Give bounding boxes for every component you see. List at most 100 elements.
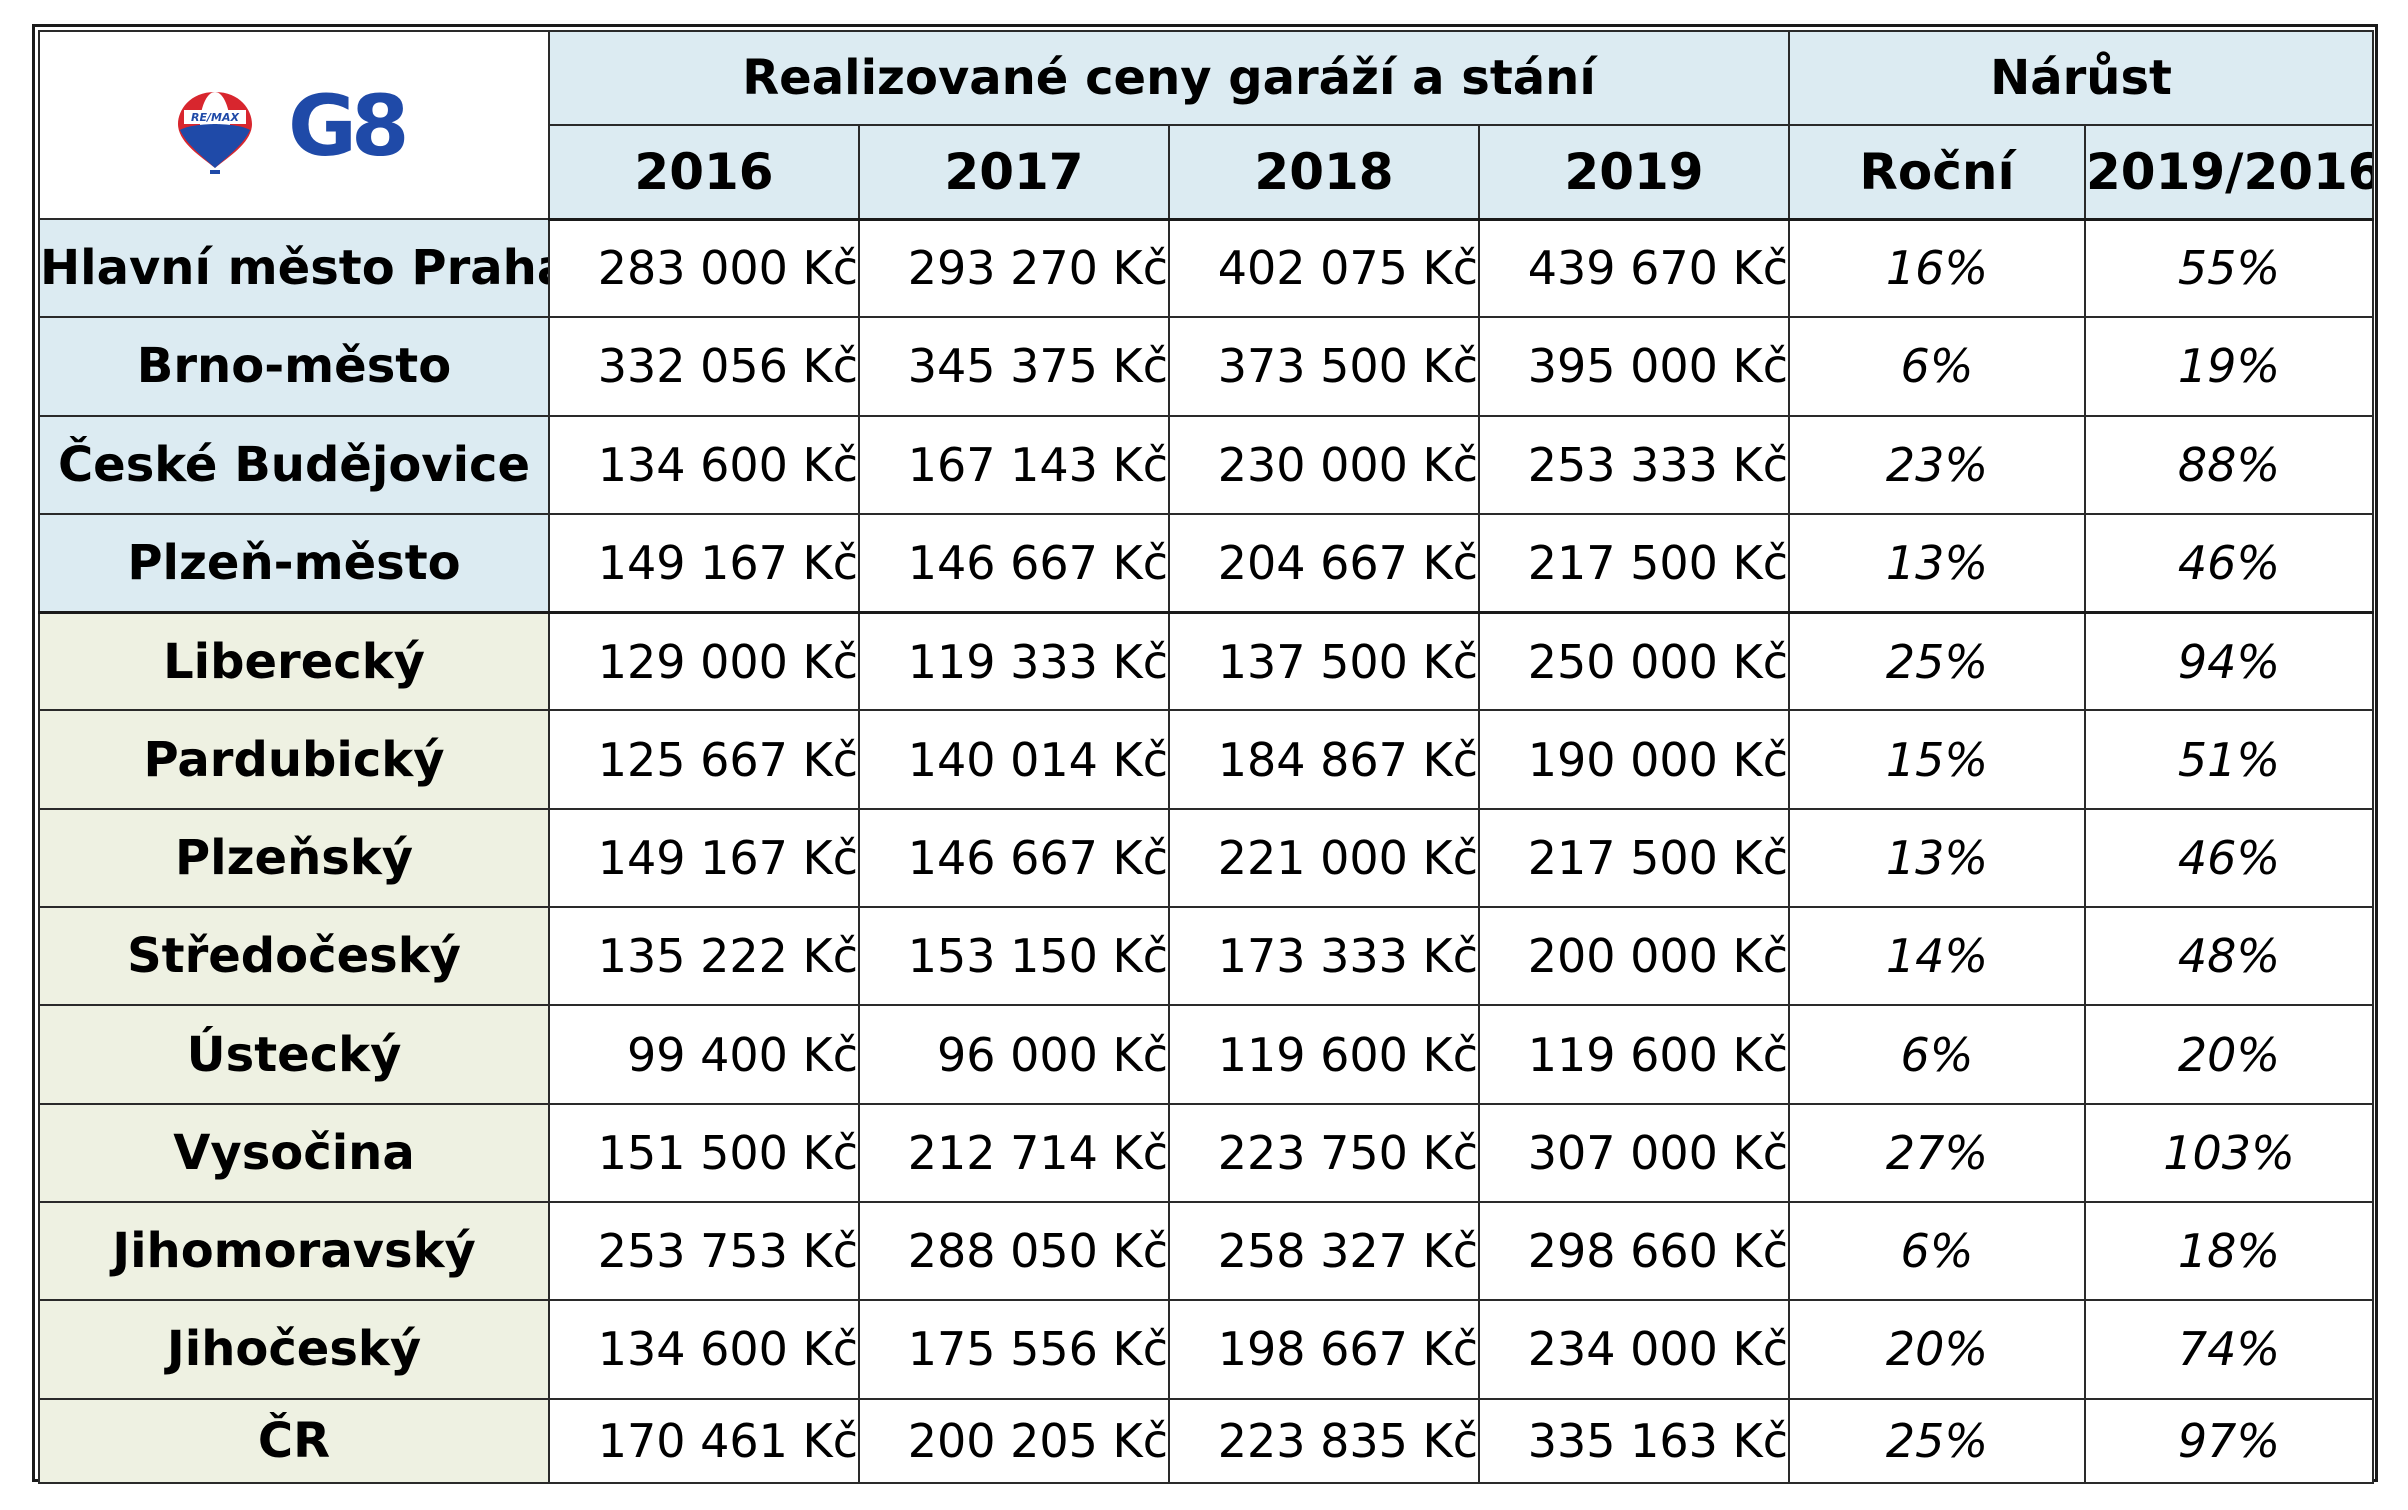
growth-total-cell: 20% [2084,1004,2375,1105]
table-row: Brno-město 332 056 Kč 345 375 Kč 373 500 Kč… [38,316,2375,417]
logo-cell: RE/MAX G8 [38,30,550,220]
region-name: Pardubický [38,709,550,810]
region-name: Plzeňský [38,807,550,909]
region-name: Plzeň-město [38,512,550,614]
price-cell-2016: 170 461 Kč [548,1397,860,1484]
price-cell-2016: 125 667 Kč [548,709,860,810]
table-row: Hlavní město Praha 283 000 Kč 293 270 Kč 40… [38,217,2375,319]
price-cell-2018: 223 750 Kč [1168,1102,1480,1203]
region-name: Jihomoravský [38,1200,550,1302]
price-cell-2016: 151 500 Kč [548,1102,860,1203]
region-name: ČR [38,1397,550,1484]
table-row: Pardubický 125 667 Kč 140 014 Kč 184 867 Kč… [38,709,2375,810]
price-cell-2018: 173 333 Kč [1168,906,1480,1007]
price-cell-2016: 135 222 Kč [548,906,860,1007]
price-cell-2019: 307 000 Kč [1477,1102,1791,1203]
region-name: Vysočina [38,1102,550,1203]
price-cell-2016: 149 167 Kč [548,807,860,909]
price-cell-2017: 345 375 Kč [858,316,1170,417]
growth-total-cell: 46% [2084,807,2375,909]
price-cell-2019: 200 000 Kč [1477,906,1791,1007]
region-name: Brno-město [38,316,550,417]
growth-total-cell: 18% [2084,1200,2375,1302]
growth-total-cell: 19% [2084,316,2375,417]
price-cell-2018: 137 500 Kč [1168,611,1480,712]
remax-balloon-icon: RE/MAX [178,92,252,174]
table-row: Liberecký 129 000 Kč 119 333 Kč 137 500 Kč 2… [38,611,2375,712]
growth-annual-cell: 14% [1788,906,2087,1007]
price-cell-2016: 99 400 Kč [548,1004,860,1105]
price-cell-2019: 217 500 Kč [1477,807,1791,909]
growth-annual-cell: 16% [1788,217,2087,319]
year-header-2019: 2019 [1477,124,1791,221]
price-cell-2016: 332 056 Kč [548,316,860,417]
price-cell-2019: 119 600 Kč [1477,1004,1791,1105]
header-row-groups: RE/MAX G8 Realizované ceny garáží a stán… [38,30,2375,220]
price-cell-2017: 175 556 Kč [858,1299,1170,1400]
growth-annual-cell: 13% [1788,512,2087,614]
price-cell-2018: 230 000 Kč [1168,414,1480,515]
growth-total-cell: 51% [2084,709,2375,810]
price-cell-2017: 167 143 Kč [858,414,1170,515]
price-cell-2018: 223 835 Kč [1168,1397,1480,1484]
price-cell-2017: 140 014 Kč [858,709,1170,810]
growth-annual-cell: 27% [1788,1102,2087,1203]
growth-annual-cell: 15% [1788,709,2087,810]
price-cell-2017: 146 667 Kč [858,807,1170,909]
year-header-2016: 2016 [548,124,860,221]
price-cell-2018: 373 500 Kč [1168,316,1480,417]
price-cell-2019: 439 670 Kč [1477,217,1791,319]
header-row-columns: 2016 2017 2018 2019 Roční 2019/2016 [39,124,2375,221]
price-cell-2016: 149 167 Kč [548,512,860,614]
price-cell-2017: 119 333 Kč [858,611,1170,712]
garage-prices-table: RE/MAX G8 Realizované ceny garáží a stán… [38,30,2375,1484]
price-cell-2017: 293 270 Kč [858,217,1170,319]
price-cell-2019: 217 500 Kč [1477,512,1791,614]
prices-group-header: Realizované ceny garáží a stání [547,30,1791,126]
region-name: Jihočeský [38,1299,550,1400]
growth-total-cell: 88% [2084,414,2375,515]
price-cell-2017: 288 050 Kč [858,1200,1170,1302]
price-cell-2019: 298 660 Kč [1477,1200,1791,1302]
table-row: České Budějovice 134 600 Kč 167 143 Kč 230 … [38,414,2375,515]
price-cell-2018: 198 667 Kč [1168,1299,1480,1400]
growth-annual-cell: 23% [1788,414,2087,515]
growth-total-cell: 94% [2084,611,2375,712]
price-cell-2019: 190 000 Kč [1477,709,1791,810]
growth-annual-cell: 13% [1788,807,2087,909]
price-cell-2017: 200 205 Kč [858,1397,1170,1484]
price-cell-2016: 253 753 Kč [548,1200,860,1302]
growth-annual-cell: 25% [1788,611,2087,712]
price-cell-2017: 153 150 Kč [858,906,1170,1007]
price-cell-2019: 250 000 Kč [1477,611,1791,712]
price-cell-2018: 402 075 Kč [1168,217,1480,319]
table-row: Plzeň-město 149 167 Kč 146 667 Kč 204 667 K… [38,512,2375,614]
growth-annual-cell: 25% [1788,1397,2087,1484]
price-cell-2016: 129 000 Kč [548,611,860,712]
price-cell-2018: 204 667 Kč [1168,512,1480,614]
price-cell-2018: 119 600 Kč [1168,1004,1480,1105]
growth-annual-cell: 6% [1788,1200,2087,1302]
price-cell-2019: 253 333 Kč [1477,414,1791,515]
growth-annual-cell: 6% [1788,1004,2087,1105]
growth-annual-cell: 20% [1788,1299,2087,1400]
region-name: Liberecký [38,611,550,712]
region-name: Středočeský [38,906,550,1007]
growth-total-cell: 46% [2084,512,2375,614]
year-header-2018: 2018 [1168,124,1480,221]
growth-total-cell: 97% [2084,1397,2375,1484]
price-cell-2018: 258 327 Kč [1168,1200,1480,1302]
growth-group-header: Nárůst [1788,30,2375,126]
price-cell-2019: 335 163 Kč [1477,1397,1791,1484]
price-cell-2017: 212 714 Kč [858,1102,1170,1203]
growth-total-header: 2019/2016 [2084,124,2375,221]
price-cell-2019: 395 000 Kč [1477,316,1791,417]
year-header-2017: 2017 [858,124,1170,221]
table-row: ČR 170 461 Kč 200 205 Kč 223 835 Kč 335 163 … [38,1397,2375,1484]
region-name: České Budějovice [38,414,550,515]
price-cell-2019: 234 000 Kč [1477,1299,1791,1400]
table-row: Ústecký 99 400 Kč 96 000 Kč 119 600 Kč 119 6… [38,1004,2375,1105]
price-cell-2018: 221 000 Kč [1168,807,1480,909]
price-cell-2017: 96 000 Kč [858,1004,1170,1105]
table-row: Jihočeský 134 600 Kč 175 556 Kč 198 667 Kč 2… [38,1299,2375,1400]
